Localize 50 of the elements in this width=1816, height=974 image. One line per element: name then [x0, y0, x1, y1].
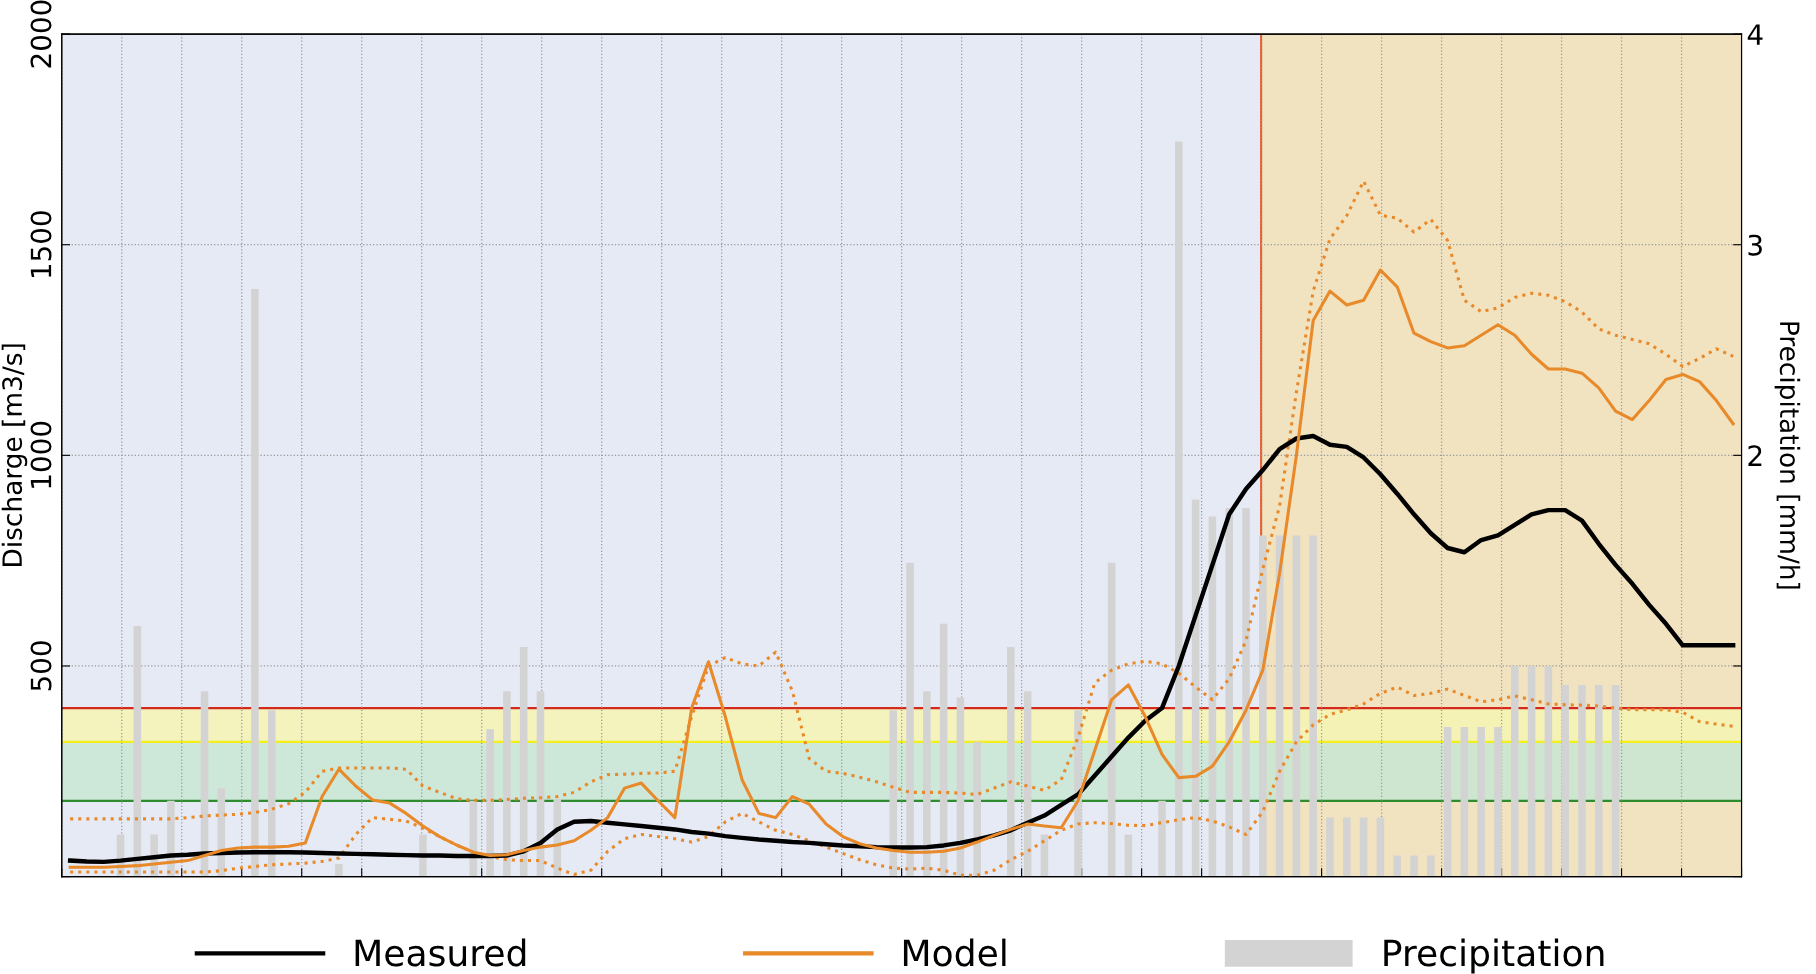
bar — [1410, 855, 1418, 877]
bar — [1007, 647, 1015, 877]
bar — [923, 691, 931, 877]
y2-tick-label: 4 — [1747, 24, 1763, 45]
y-axis-title: Discharge [m3/s] — [1, 344, 28, 566]
y-tick-label: 2000 — [30, 0, 52, 68]
bar — [1477, 727, 1485, 877]
bar — [906, 562, 914, 877]
bar — [167, 800, 175, 877]
bar — [1561, 684, 1569, 877]
bar — [1443, 727, 1452, 877]
bar — [1309, 535, 1317, 877]
bar — [251, 288, 259, 877]
bar — [1460, 727, 1469, 877]
bar — [1259, 535, 1267, 877]
bar — [1175, 141, 1183, 877]
bar — [1124, 834, 1133, 877]
legend-label: Measured — [355, 938, 526, 967]
y2-axis-title: Precipitation [mm/h] — [1774, 322, 1801, 589]
bar — [1544, 665, 1553, 877]
y-tick-label: 500 — [30, 641, 52, 691]
bar — [1242, 508, 1250, 877]
bar — [1494, 727, 1502, 877]
bar — [973, 741, 982, 877]
y2-tick-label: 3 — [1748, 234, 1762, 256]
bar — [1611, 684, 1620, 877]
bar — [1158, 800, 1166, 877]
bar — [889, 710, 898, 877]
legend-label: Model — [903, 938, 1006, 967]
y-tick-label: 1000 — [30, 421, 52, 488]
line-series — [67, 433, 1736, 865]
bar — [1527, 665, 1536, 877]
bar — [1359, 817, 1368, 877]
bar — [1393, 855, 1401, 877]
bar — [1594, 684, 1603, 877]
bar — [335, 863, 343, 877]
y2-tick-label: 2 — [1748, 445, 1762, 466]
bar — [1427, 855, 1435, 877]
bar — [1510, 665, 1519, 877]
bar — [503, 691, 511, 877]
y-tick-label: 1500 — [30, 211, 52, 278]
bar — [486, 729, 494, 877]
bar — [1326, 817, 1334, 877]
bar — [1343, 817, 1351, 877]
bar — [1376, 817, 1385, 877]
bar — [1292, 535, 1301, 877]
legend-label: Precipitation — [1384, 938, 1604, 974]
bar — [419, 834, 427, 877]
bar — [1225, 508, 1233, 877]
bar — [1578, 684, 1586, 877]
